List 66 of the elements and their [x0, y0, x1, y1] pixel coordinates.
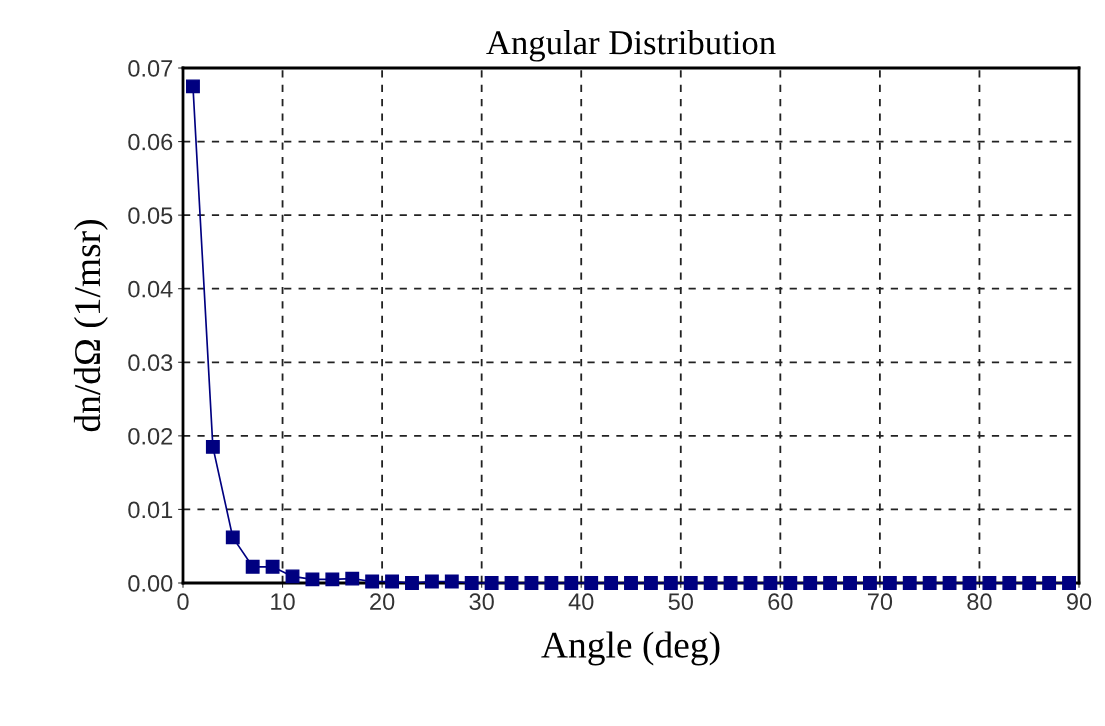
point — [205, 439, 220, 454]
x-tick-label: 30 — [469, 593, 494, 611]
y-tick-label: 0.00 — [128, 575, 173, 592]
y-axis-title: dn/dΩ (1/msr) — [73, 219, 108, 432]
x-tick-label: 20 — [370, 593, 395, 611]
y-tick-label: 0.06 — [128, 133, 173, 151]
point — [803, 576, 818, 590]
chart-title: Angular Distribution — [486, 30, 776, 62]
point — [385, 574, 400, 589]
point — [484, 576, 499, 590]
point — [325, 572, 340, 587]
x-tick-label: 80 — [967, 593, 992, 611]
point — [564, 576, 579, 590]
point — [862, 576, 877, 590]
y-tick-label: 0.04 — [128, 280, 173, 298]
point — [285, 569, 300, 584]
x-tick-label: 70 — [867, 593, 893, 611]
point — [225, 530, 240, 545]
point — [683, 576, 698, 590]
point — [405, 576, 419, 590]
point — [245, 559, 260, 574]
point — [823, 576, 838, 590]
x-tick-label: 90 — [1066, 593, 1092, 611]
x-tick-label: 40 — [568, 593, 594, 611]
point — [783, 576, 798, 590]
x-tick-label: 60 — [768, 593, 793, 611]
point — [763, 576, 778, 590]
point — [345, 571, 360, 586]
point — [464, 576, 479, 590]
point — [186, 79, 200, 94]
x-axis-title: Angle (deg) — [541, 631, 720, 666]
point — [305, 572, 320, 587]
point — [365, 574, 380, 589]
point — [1042, 576, 1057, 590]
point — [962, 576, 977, 590]
x-tick-label: 50 — [668, 593, 693, 611]
y-tick-label: 0.07 — [128, 60, 173, 77]
point — [624, 576, 638, 590]
x-tick-label: 0 — [177, 593, 189, 611]
point — [843, 576, 857, 590]
y-tick-label: 0.05 — [128, 207, 173, 224]
x-tick-label: 10 — [271, 593, 295, 611]
point — [703, 576, 718, 590]
y-tick-label: 0.03 — [128, 354, 173, 372]
point — [444, 574, 459, 589]
point — [882, 576, 897, 590]
point — [743, 576, 758, 590]
point — [544, 576, 559, 590]
point — [1062, 576, 1076, 590]
point — [663, 576, 678, 590]
y-tick-label: 0.01 — [128, 501, 173, 519]
point — [1022, 576, 1037, 590]
y-tick-label: 0.02 — [128, 427, 173, 445]
point — [604, 576, 619, 590]
point — [424, 574, 439, 589]
point — [902, 576, 917, 590]
point — [723, 576, 738, 590]
point — [942, 576, 957, 590]
point — [643, 576, 658, 590]
point — [1002, 576, 1017, 590]
point — [504, 576, 519, 590]
point — [265, 559, 280, 574]
point — [922, 576, 937, 590]
point — [524, 576, 539, 590]
point — [584, 576, 599, 590]
point — [982, 576, 997, 590]
